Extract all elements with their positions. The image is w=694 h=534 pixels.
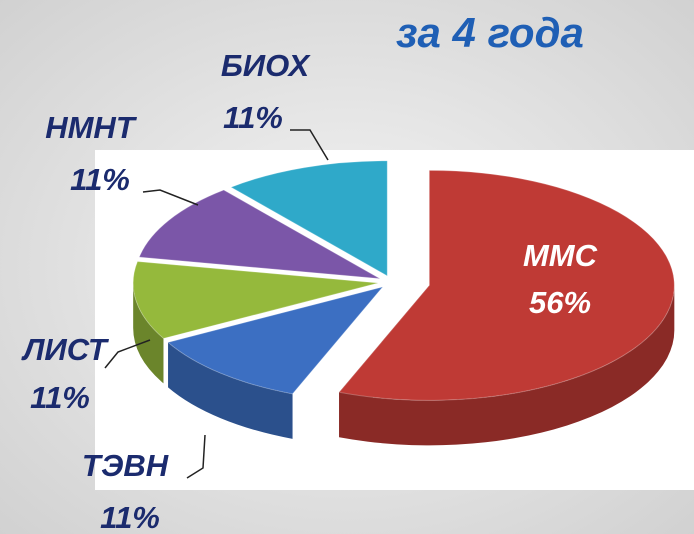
leader-line: [186, 434, 206, 479]
leader-line: [104, 339, 151, 369]
data-label-value: 11%: [70, 162, 130, 197]
data-label-name: ТЭВН: [82, 448, 169, 483]
slice: [132, 260, 379, 339]
leader-line: [290, 129, 329, 161]
data-label-value: 56%: [529, 285, 591, 320]
data-label-name: ЛИСТ: [21, 332, 110, 367]
data-label-value: 11%: [100, 500, 160, 534]
slice-side: [168, 342, 293, 439]
slice: [166, 286, 385, 395]
slice: [138, 189, 381, 280]
data-label-name: ММС: [523, 238, 598, 273]
slice-side: [133, 283, 164, 384]
chart-title: за 4 года: [396, 9, 584, 56]
data-label-value: 11%: [30, 380, 90, 415]
data-label-value: 11%: [223, 100, 283, 135]
slice: [229, 160, 388, 277]
slice: [338, 169, 675, 401]
data-label-name: БИОХ: [221, 48, 312, 83]
data-label-name: НМНТ: [45, 110, 138, 145]
leader-line: [142, 189, 199, 206]
slice-side: [339, 285, 675, 446]
